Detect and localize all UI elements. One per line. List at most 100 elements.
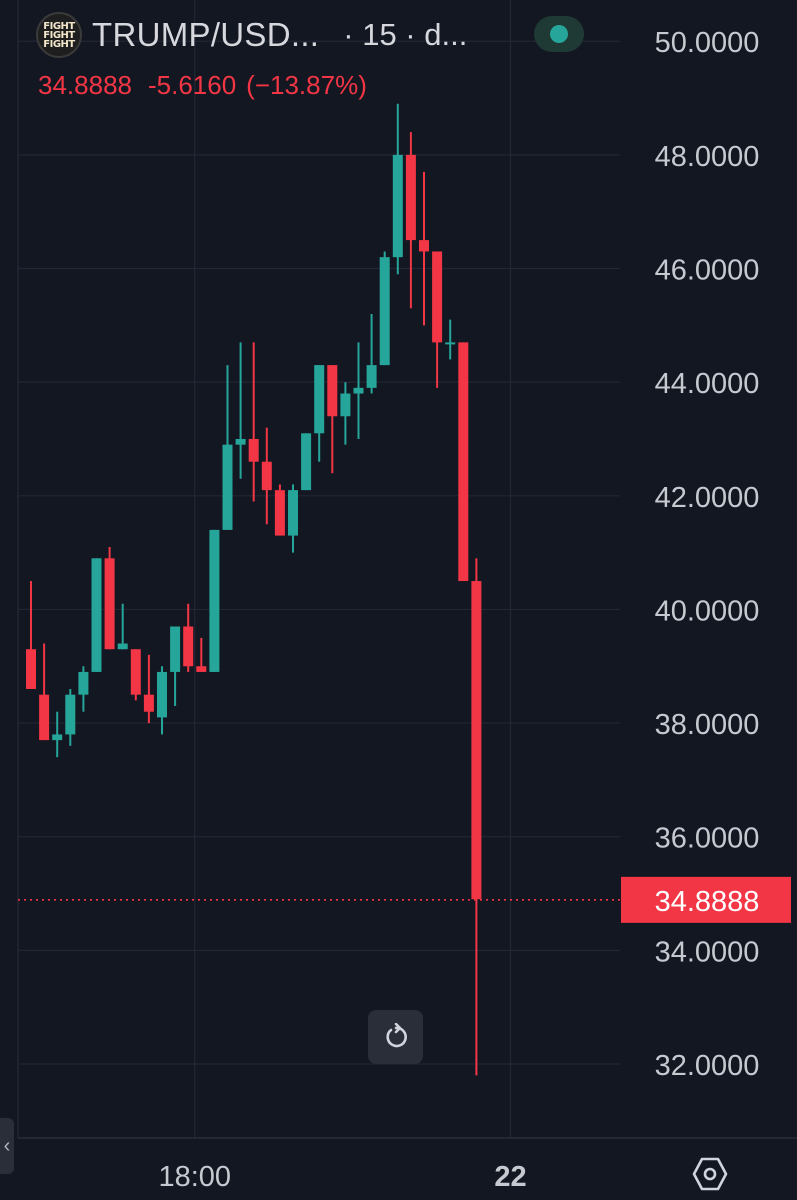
candle-body [432, 251, 443, 343]
candle-body [209, 529, 220, 672]
candle [157, 666, 167, 735]
price-tick-label: 36.0000 [655, 823, 760, 855]
price-tick-label: 50.0000 [655, 27, 760, 59]
candle [432, 251, 443, 388]
candle-body [143, 694, 154, 712]
chevron-left-icon: ‹ [3, 1134, 11, 1157]
candle [248, 342, 259, 502]
candle [222, 365, 233, 530]
interval-label[interactable]: · 15 · d... [343, 17, 468, 52]
candle [445, 319, 456, 360]
market-status-button[interactable] [534, 16, 584, 52]
candle [196, 637, 207, 672]
candle-body [445, 342, 456, 345]
candle [170, 626, 181, 707]
candle-body [379, 257, 390, 366]
candle-body [340, 393, 351, 417]
candle [209, 529, 220, 672]
quote-line: 34.8888 -5.6160 (−13.87%) [38, 70, 367, 101]
price-tick-label: 44.0000 [655, 368, 760, 400]
candle [288, 484, 298, 553]
candle [353, 342, 364, 439]
candle-body [130, 649, 141, 695]
last-price-badge [621, 876, 791, 923]
candle-body [353, 387, 364, 394]
price-tick-label: 38.0000 [655, 709, 760, 741]
candle-body [39, 694, 50, 741]
candle-body [274, 490, 285, 536]
candle-body [471, 581, 482, 900]
candle-body [196, 666, 207, 672]
candle [458, 342, 469, 582]
candle [327, 365, 338, 474]
candle-body [78, 671, 89, 695]
price-tick-label: 32.0000 [655, 1050, 760, 1082]
candle [261, 427, 272, 525]
candle [91, 558, 102, 672]
candle [419, 171, 429, 326]
price-tick-label: 40.0000 [655, 595, 760, 627]
candle-body [392, 154, 403, 258]
candle-body [248, 438, 259, 462]
time-axis: 18:00 22 [158, 1161, 526, 1193]
candle [104, 546, 115, 650]
time-tick-label: 22 [494, 1161, 526, 1193]
chart-header[interactable]: FIGHT FIGHT FIGHT TRUMP/USD... · 15 · d.… [36, 12, 467, 58]
candle-body [419, 240, 429, 252]
candle-body [288, 490, 298, 536]
candle-body [301, 433, 312, 491]
price-tick-label: 42.0000 [655, 482, 760, 514]
candle [366, 313, 377, 394]
candle-body [52, 734, 63, 741]
candle [235, 342, 246, 479]
candle [392, 103, 403, 275]
candle-body [405, 154, 416, 241]
candle-body [366, 365, 377, 388]
chart-grid [17, 0, 797, 1139]
candle-body [117, 643, 128, 650]
chart-settings-button[interactable] [688, 1152, 732, 1196]
symbol-title[interactable]: TRUMP/USD... [92, 16, 320, 53]
price-change: -5.6160 [147, 70, 237, 100]
candle [314, 365, 325, 462]
reset-chart-button[interactable] [368, 1010, 423, 1064]
candle-body [314, 365, 325, 434]
candle [143, 654, 154, 724]
price-tick-label: 46.0000 [655, 255, 760, 287]
candle [183, 603, 194, 672]
candle-body [170, 626, 181, 672]
candle-body [183, 626, 194, 667]
candle [78, 666, 89, 712]
candle [274, 484, 285, 536]
candle-body [327, 365, 338, 417]
candle [379, 251, 390, 366]
candle [26, 581, 36, 689]
candle [405, 132, 416, 309]
price-change-percent: (−13.87%) [246, 70, 367, 100]
candle [117, 603, 128, 650]
candle-body [458, 342, 469, 582]
last-price-badge-label: 34.8888 [655, 886, 760, 918]
last-price: 34.8888 [38, 70, 132, 100]
price-tick-label: 48.0000 [655, 141, 760, 173]
price-axis: 50.0000 48.0000 46.0000 44.0000 42.0000 40.00… [621, 27, 791, 1082]
token-logo: FIGHT FIGHT FIGHT [36, 12, 82, 58]
candle-body [91, 558, 102, 672]
candles [18, 103, 620, 1076]
candle [340, 382, 351, 445]
candle [52, 711, 63, 758]
candle [471, 558, 482, 1076]
collapse-panel-button[interactable]: ‹ [0, 1118, 14, 1174]
candle [130, 649, 141, 701]
candle-body [157, 671, 167, 718]
candle-body [222, 444, 233, 530]
reset-chart-icon [385, 1023, 407, 1048]
settings-hexagon-icon [692, 1157, 728, 1191]
time-tick-label: 18:00 [158, 1161, 231, 1193]
candle-body [26, 649, 36, 689]
candle [65, 688, 76, 746]
market-open-icon [550, 25, 568, 43]
price-tick-label: 34.0000 [655, 936, 760, 968]
candle-body [235, 438, 246, 445]
